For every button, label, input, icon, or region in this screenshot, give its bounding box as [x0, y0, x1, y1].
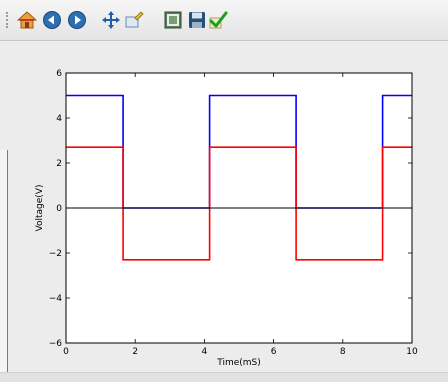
- line-chart: 0 2 4 6 8 10 6 4 2 0 −2 −4 −6 Time(mS) Voltage(V): [35, 69, 418, 368]
- y-tick-label: 4: [56, 114, 62, 124]
- x-tick-label: 4: [202, 347, 208, 357]
- y-tick-label: 6: [56, 69, 62, 79]
- x-tick-label: 2: [132, 347, 138, 357]
- y-tick-label: −2: [49, 249, 62, 259]
- x-axis-label: Time(mS): [216, 358, 261, 368]
- subplots-icon[interactable]: [163, 10, 183, 30]
- side-panel-edge: [0, 150, 8, 375]
- y-tick-label: 0: [56, 204, 62, 214]
- figure-canvas: 0 2 4 6 8 10 6 4 2 0 −2 −4 −6 Time(mS) Voltage(V): [10, 53, 440, 369]
- zoom-icon[interactable]: [124, 10, 144, 30]
- y-tick-label: 2: [56, 159, 62, 169]
- y-axis-label: Voltage(V): [35, 185, 45, 232]
- save-icon[interactable]: [187, 10, 207, 30]
- toolbar-grip[interactable]: [6, 12, 11, 28]
- x-tick-label: 8: [340, 347, 346, 357]
- series-line-1: [66, 146, 412, 261]
- x-tick-label: 0: [63, 347, 69, 357]
- y-tick-label: −4: [49, 294, 63, 304]
- back-icon[interactable]: [42, 10, 62, 30]
- edit-icon[interactable]: [208, 10, 228, 30]
- forward-icon[interactable]: [67, 10, 87, 30]
- pan-icon[interactable]: [101, 10, 121, 30]
- y-tick-label: −6: [49, 339, 63, 349]
- home-icon[interactable]: [17, 10, 37, 30]
- x-tick-label: 10: [406, 347, 418, 357]
- x-tick-label: 6: [271, 347, 277, 357]
- navigation-toolbar: [0, 0, 448, 41]
- status-bar: [0, 372, 448, 382]
